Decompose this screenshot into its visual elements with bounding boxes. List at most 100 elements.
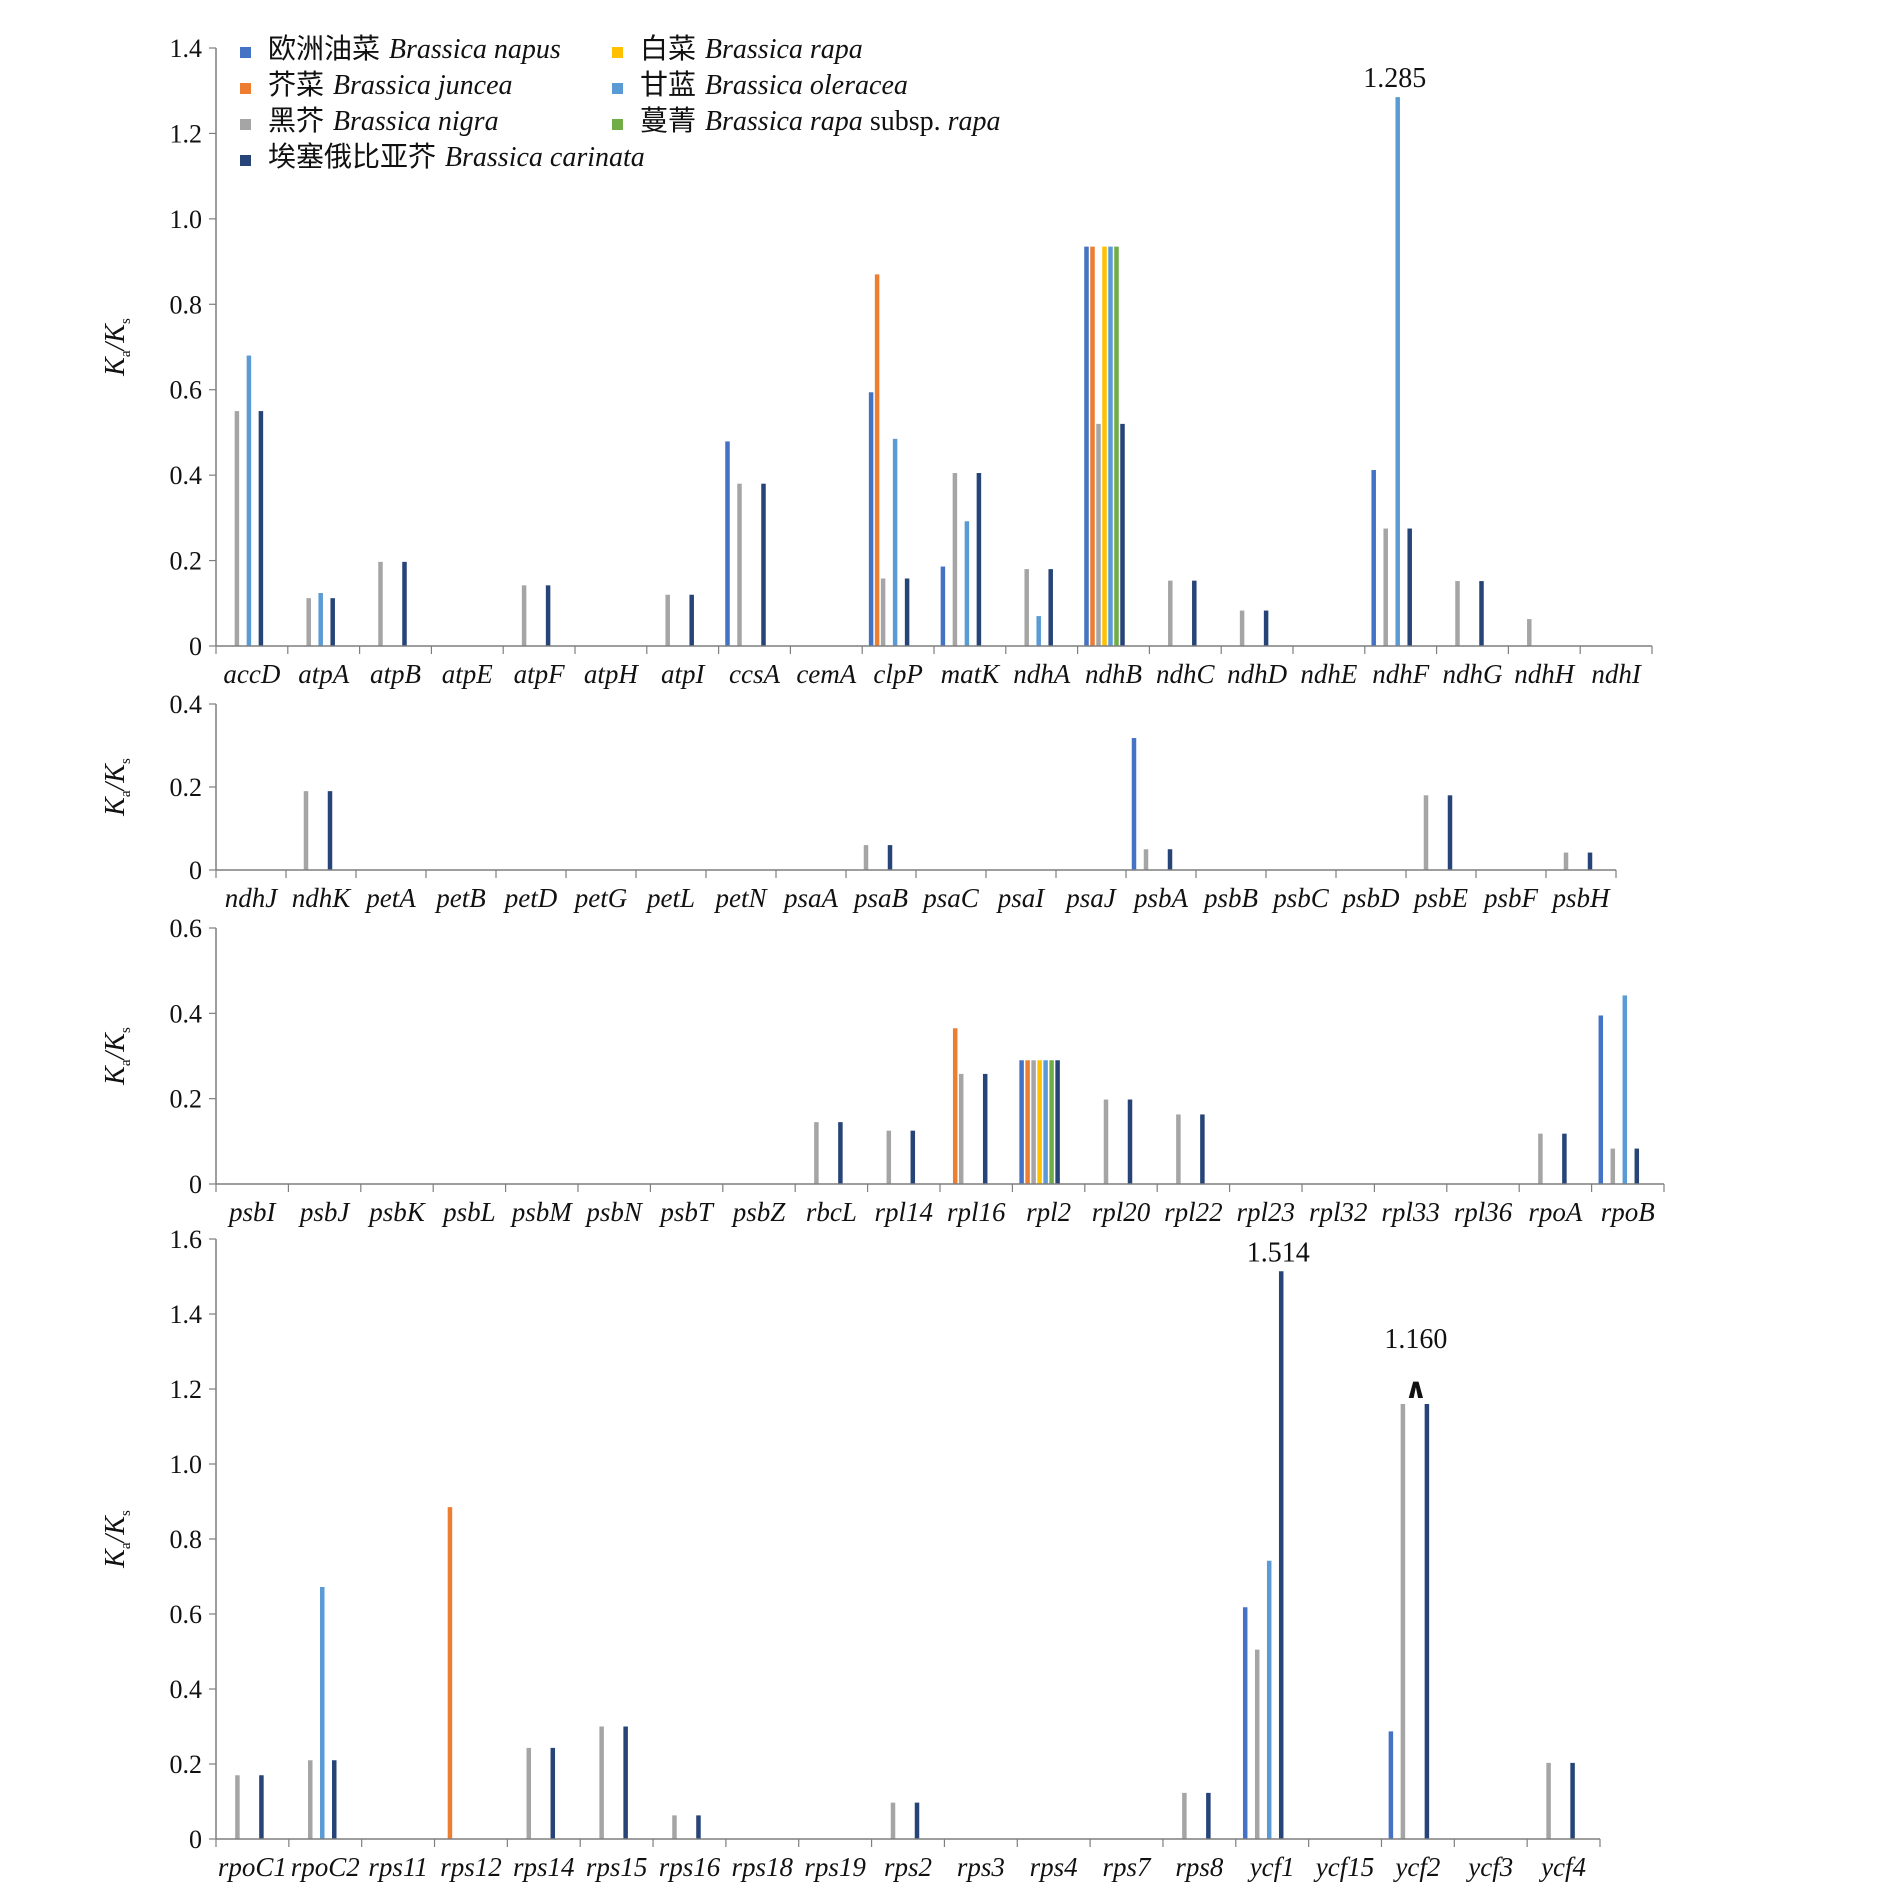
x-category-label: rpl14 <box>875 1197 934 1227</box>
x-category-label: psaA <box>782 883 839 913</box>
x-category-label: rps12 <box>440 1852 502 1882</box>
bar-carinata-atpI <box>689 594 694 646</box>
bar-carinata-rpoB <box>1634 1148 1640 1184</box>
legend-chinese-name: 芥菜 <box>268 68 333 101</box>
y-axis-label-subscript: s <box>118 758 134 764</box>
x-category-label: rps8 <box>1175 1852 1224 1882</box>
legend-swatch-napus <box>240 47 251 58</box>
y-tick-label: 0.2 <box>170 773 203 802</box>
bar-oleracea-rpl2 <box>1043 1060 1048 1184</box>
chart-panel-2: 0 0.2 0.4 Ka/Ks ndhJ ndhK petA petB petD petG petL… <box>100 690 1617 913</box>
x-category-label: ycf2 <box>1392 1852 1440 1882</box>
x-category-label: psbB <box>1202 883 1258 913</box>
bar-carinata-ndhG <box>1479 581 1484 646</box>
bar-nigra-rpl14 <box>886 1130 892 1184</box>
x-category-label: psaI <box>996 883 1047 913</box>
x-category-label: psbJ <box>298 1197 352 1227</box>
x-category-label: rpl2 <box>1026 1197 1071 1227</box>
bar-carinata-rpl20 <box>1127 1099 1133 1184</box>
y-axis-label: Ka/Ks <box>100 758 134 817</box>
legend-entry-turnip: 蔓菁 Brassica rapa subsp. rapa <box>640 104 1001 137</box>
legend-entry-carinata: 埃塞俄比亚芥 Brassica carinata <box>268 140 645 173</box>
legend-latin-name: Brassica rapa <box>705 106 863 137</box>
chart-panel-4: 0 0.2 0.4 0.6 0.8 1.0 1.2 1.4 1.6 Ka/Ks rpoC1 rpoC2… <box>100 1225 1601 1882</box>
bar-nigra-ndhF <box>1383 528 1388 646</box>
y-tick-label: 1.2 <box>170 1375 203 1404</box>
y-axis-label-subscript: a <box>118 1059 134 1066</box>
x-category-label: petL <box>645 883 695 913</box>
x-category-label: rpl16 <box>947 1197 1006 1227</box>
x-category-label: ccsA <box>729 659 780 689</box>
y-tick-label: 0.8 <box>170 1525 203 1554</box>
bar-nigra-rpl16 <box>958 1073 964 1184</box>
bar-nigra-atpA <box>306 598 311 646</box>
bar-nigra-rpl22 <box>1176 1114 1181 1184</box>
x-category-label: rpoA <box>1528 1197 1583 1227</box>
bar-napus-psbA <box>1131 738 1137 870</box>
bar-carinata-ndhB <box>1120 423 1125 646</box>
x-category-label: rpl22 <box>1164 1197 1223 1227</box>
x-category-label: psaB <box>852 883 908 913</box>
bar-juncea-ndhB <box>1090 246 1095 646</box>
x-category-label: atpH <box>584 659 640 689</box>
y-axis-label-text: /K <box>100 323 131 353</box>
x-category-label: ndhI <box>1591 659 1643 689</box>
y-axis-label-text: K <box>100 796 131 817</box>
bar-nigra-ycf4 <box>1546 1762 1551 1839</box>
bar-oleracea-matK <box>964 521 970 646</box>
x-category-label: rps14 <box>513 1852 575 1882</box>
x-category-label: psbM <box>510 1197 574 1227</box>
y-axis-label-subscript: a <box>118 1542 134 1549</box>
legend-entry-oleracea: 甘蓝 Brassica oleracea <box>640 68 908 101</box>
x-category-label: psbZ <box>731 1197 787 1227</box>
bar-napus-rpoB <box>1598 1015 1604 1184</box>
bar-nigra-ndhD <box>1239 610 1245 646</box>
bar-nigra-ndhG <box>1455 581 1460 646</box>
bar-carinata-rpoC2 <box>332 1760 337 1839</box>
bar-carinata-ndhA <box>1048 569 1053 646</box>
bar-oleracea-ndhF <box>1395 97 1400 646</box>
legend-latin-name: Brassica juncea <box>333 70 513 101</box>
bar-nigra-ycf1 <box>1254 1649 1260 1839</box>
x-category-label: psbN <box>584 1197 644 1227</box>
x-category-label: ndhB <box>1085 659 1142 689</box>
bar-napus-rpl2 <box>1019 1060 1024 1184</box>
bar-napus-clpP <box>868 392 874 646</box>
bar-nigra-rps14 <box>526 1747 532 1839</box>
x-category-label: rps15 <box>586 1852 648 1882</box>
x-category-label: ndhE <box>1300 659 1358 689</box>
y-tick-label: 1.6 <box>170 1225 203 1254</box>
bar-oleracea-accD <box>246 355 252 646</box>
chart-panel-3: 0 0.2 0.4 0.6 Ka/Ks psbI psbJ psbK psbL psbM psbN p… <box>100 914 1665 1227</box>
y-tick-label: 0.6 <box>170 1600 203 1629</box>
bar-nigra-atpI <box>665 594 670 646</box>
legend-latin-name: Brassica oleracea <box>705 70 908 101</box>
bar-carinata-rpl14 <box>910 1130 916 1184</box>
y-axis-label-subscript: a <box>118 350 134 357</box>
x-category-label: psbD <box>1340 883 1400 913</box>
x-category-label: rpoB <box>1601 1197 1655 1227</box>
x-category-label: rpoC2 <box>291 1852 360 1882</box>
bar-nigra-matK <box>952 473 958 646</box>
x-category-label: petN <box>714 883 769 913</box>
bar-carinata-rpl2 <box>1055 1060 1060 1184</box>
x-category-label: ndhA <box>1013 659 1071 689</box>
y-tick-label: 0.4 <box>170 999 203 1028</box>
bar-napus-ccsA <box>725 441 730 646</box>
y-tick-label: 1.4 <box>170 34 203 63</box>
bar-nigra-rpl20 <box>1103 1099 1109 1184</box>
x-category-label: ycf3 <box>1465 1852 1513 1882</box>
x-category-label: ycf15 <box>1313 1852 1374 1882</box>
bar-oleracea-clpP <box>892 438 898 646</box>
legend-entry-rapa: 白菜 Brassica rapa <box>640 32 863 65</box>
x-category-label: psbK <box>367 1197 427 1227</box>
bar-nigra-rpoC1 <box>235 1775 240 1839</box>
x-category-label: petA <box>364 883 416 913</box>
bar-oleracea-atpA <box>318 593 323 646</box>
bar-carinata-psbH <box>1587 852 1593 870</box>
bar-carinata-rpl22 <box>1200 1114 1205 1184</box>
value-annotation-label: 1.514 <box>1247 1237 1310 1268</box>
legend-swatch-nigra <box>240 119 251 130</box>
x-category-label: rps16 <box>659 1852 721 1882</box>
bar-nigra-ndhK <box>303 791 309 870</box>
